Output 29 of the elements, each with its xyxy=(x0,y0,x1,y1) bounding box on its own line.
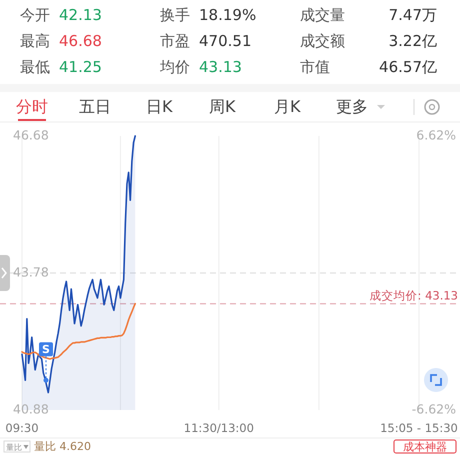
text: 最高 46.68 xyxy=(20,32,102,50)
y-tick-label: 40.88 xyxy=(13,401,49,416)
x-tick-label: 15:05 - 15:30 xyxy=(380,421,458,435)
text: 成交额 3.22亿 xyxy=(300,32,437,50)
text: 今开 42.13 xyxy=(20,6,102,24)
text: 分时 xyxy=(16,97,48,116)
text: 量比 4.620 xyxy=(34,440,91,453)
text: 成交量 7.47万 xyxy=(300,6,437,24)
y-tick-label: 43.78 xyxy=(13,264,49,280)
line-series xyxy=(21,302,136,360)
text: 月K xyxy=(274,97,301,116)
y2-tick-label: -6.62% xyxy=(412,401,456,416)
text: 均价 43.13 xyxy=(159,58,242,76)
y-tick-label: 46.68 xyxy=(13,127,49,142)
text: 更多 xyxy=(336,97,368,116)
annotation: S xyxy=(42,343,50,356)
x-tick-label: 09:30 xyxy=(5,421,39,435)
text: 周K xyxy=(209,97,236,116)
text: 成本神器 xyxy=(403,440,447,454)
text: 换手 18.19% xyxy=(160,6,256,24)
text: 市盈 470.51 xyxy=(160,32,252,50)
text: 量比 xyxy=(6,443,22,452)
text: 最低 41.25 xyxy=(20,58,102,76)
text: 日K xyxy=(146,97,173,116)
y2-tick-label: 6.62% xyxy=(416,127,456,142)
x-tick-label: 11:30/13:00 xyxy=(184,421,254,435)
ref-line-label: 成交均价: 43.13 xyxy=(370,288,458,303)
text: 市值 46.57亿 xyxy=(300,58,437,76)
text: 五日 xyxy=(79,97,111,116)
